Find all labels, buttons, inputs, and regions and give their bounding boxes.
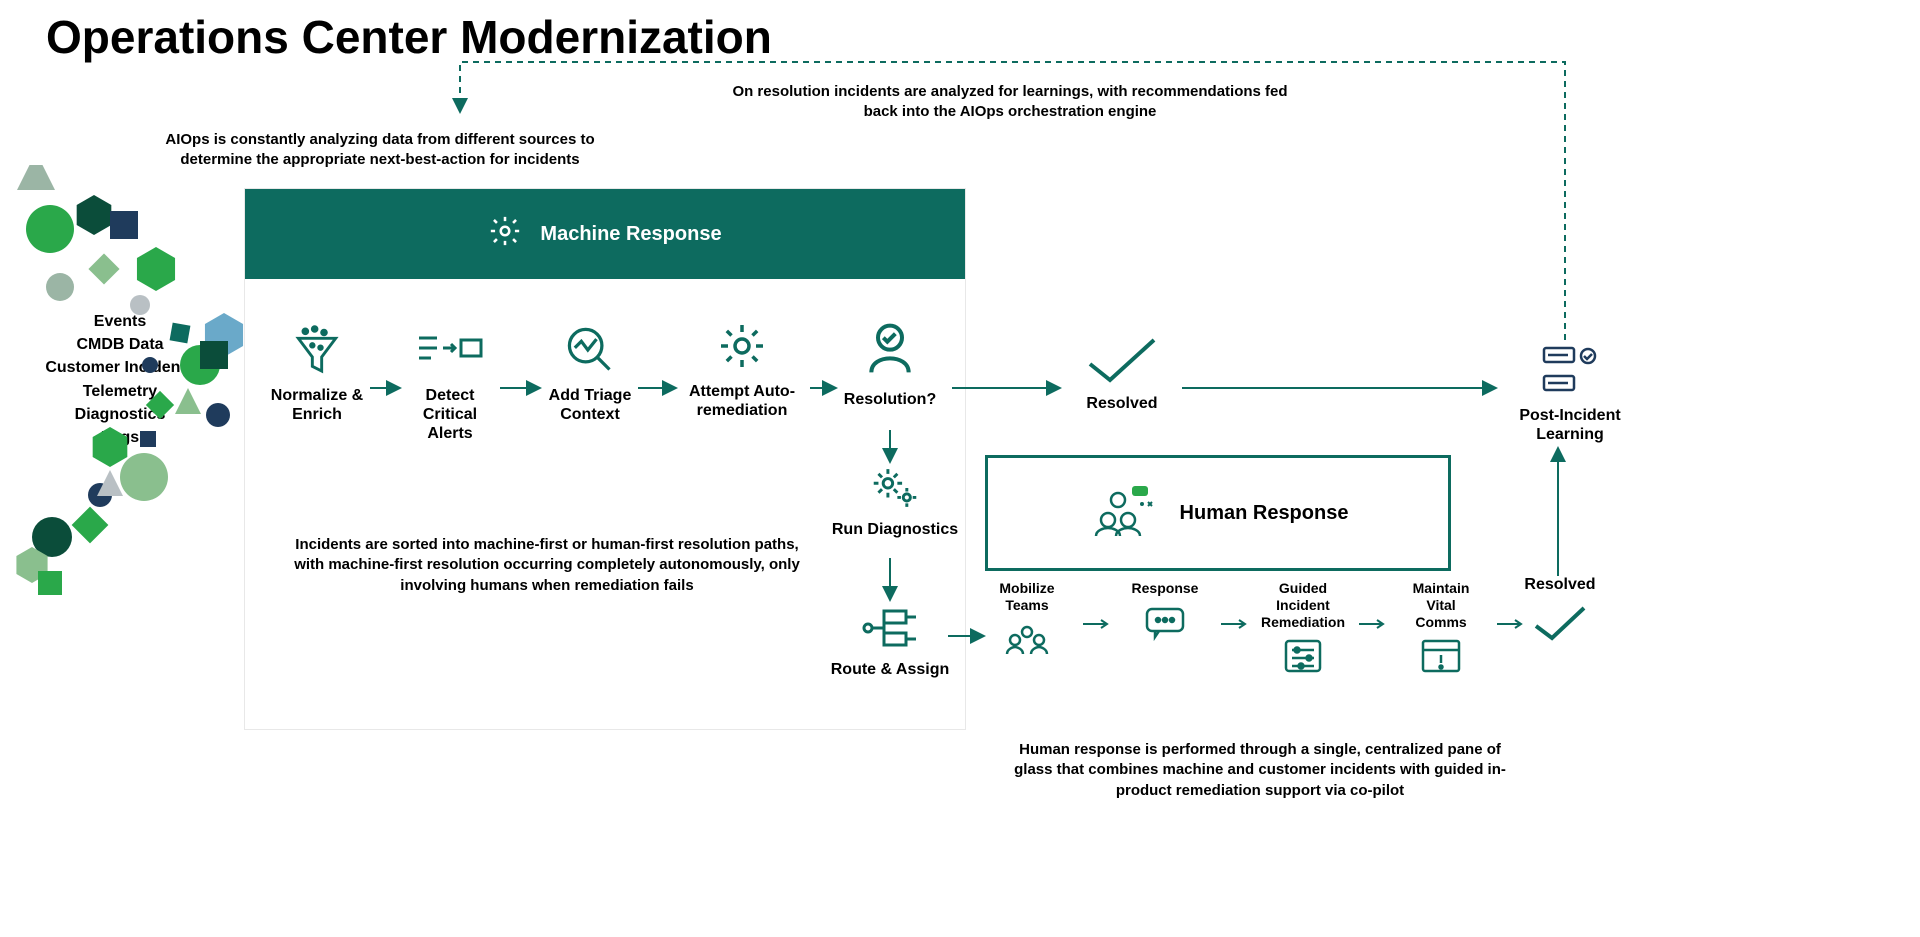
node-run-diagnostics: Run Diagnostics: [830, 460, 960, 539]
hstep-response: Response: [1123, 580, 1207, 645]
team-icon: [985, 618, 1069, 662]
step-label: Normalize & Enrich: [271, 387, 363, 423]
hstep-mobilize: Mobilize Teams: [985, 580, 1069, 662]
arrow-icon: [1495, 580, 1525, 640]
step-normalize: Normalize & Enrich: [262, 320, 372, 424]
caption-incidents: Incidents are sorted into machine-first …: [282, 535, 812, 596]
funnel-icon: [262, 320, 372, 380]
hstep-label: Response: [1132, 580, 1199, 596]
human-response-label: Human Response: [1180, 502, 1349, 525]
arrow-icon: [1081, 580, 1111, 640]
arrow-icon: [1219, 580, 1249, 640]
hstep-label: Guided Incident Remediation: [1261, 580, 1345, 630]
hstep-comms: Maintain Vital Comms: [1399, 580, 1483, 678]
people-icon: [1088, 480, 1160, 546]
node-label: Resolved: [1086, 395, 1157, 412]
caption-human: Human response is performed through a si…: [1010, 740, 1510, 801]
hstep-guided: Guided Incident Remediation: [1261, 580, 1345, 678]
window-alert-icon: [1399, 634, 1483, 678]
list-to-box-icon: [400, 320, 500, 380]
gear-icon: [672, 316, 812, 376]
page-title: Operations Center Modernization: [46, 10, 772, 64]
caption-feedback: On resolution incidents are analyzed for…: [730, 82, 1290, 123]
chat-icon: [1123, 601, 1207, 645]
step-label: Attempt Auto-remediation: [689, 383, 795, 419]
magnify-chart-icon: [540, 320, 640, 380]
node-label: Route & Assign: [831, 661, 950, 678]
check-icon: [1062, 330, 1182, 390]
arrow-icon: [1357, 580, 1387, 640]
step-label: Detect Critical Alerts: [423, 387, 477, 442]
step-label: Add Triage Context: [549, 387, 632, 423]
check-shield-icon: [830, 316, 950, 386]
human-steps-row: Mobilize Teams Response Guided Incident …: [985, 580, 1525, 678]
machine-response-header: Machine Response: [245, 189, 965, 279]
data-swarm-decoration: [0, 165, 260, 605]
gear-icon: [488, 214, 522, 254]
node-label: Post-Incident Learning: [1519, 407, 1620, 443]
hstep-label: Mobilize Teams: [999, 580, 1054, 613]
gears-icon: [830, 460, 960, 516]
hstep-label: Maintain Vital Comms: [1413, 580, 1470, 630]
human-response-box: Human Response: [985, 455, 1451, 571]
node-resolved: Resolved: [1062, 330, 1182, 413]
sliders-icon: [1261, 634, 1345, 678]
step-auto-remediate: Attempt Auto-remediation: [672, 316, 812, 420]
node-label: Resolution?: [844, 391, 936, 408]
node-label: Resolved: [1524, 576, 1595, 593]
machine-response-label: Machine Response: [540, 223, 721, 246]
node-post-incident: Post-Incident Learning: [1500, 338, 1640, 444]
step-detect: Detect Critical Alerts: [400, 320, 500, 444]
documents-icon: [1500, 338, 1640, 402]
node-label: Run Diagnostics: [832, 521, 958, 538]
node-resolution: Resolution?: [830, 316, 950, 409]
node-route-assign: Route & Assign: [830, 600, 950, 679]
step-triage: Add Triage Context: [540, 320, 640, 424]
route-icon: [830, 600, 950, 656]
